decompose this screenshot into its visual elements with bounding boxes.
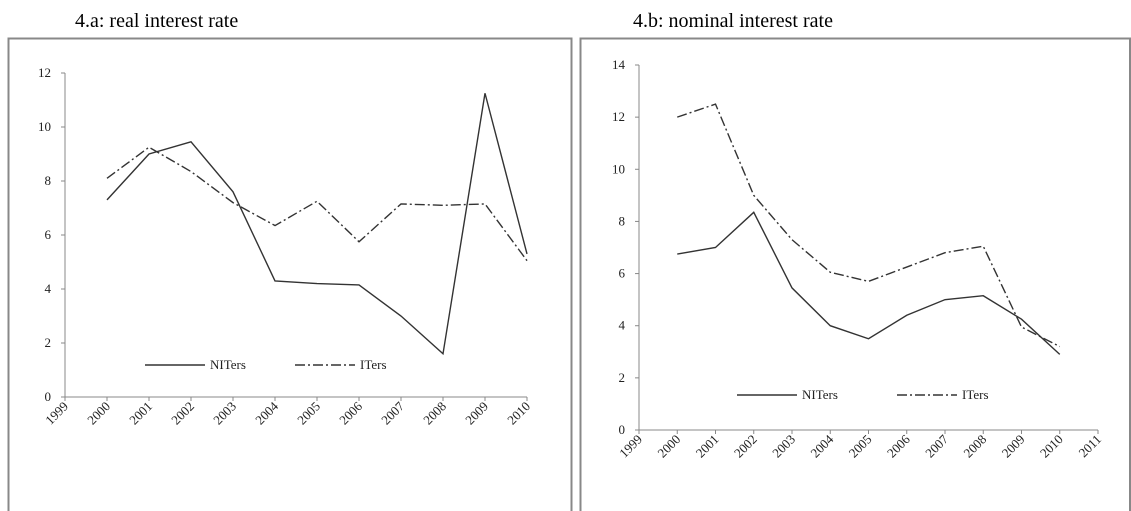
x-tick-label: 2008 — [960, 432, 989, 461]
legend-label: NITers — [802, 387, 838, 402]
x-tick-label: 2010 — [504, 399, 533, 428]
x-tick-label: 2000 — [84, 399, 113, 428]
x-tick-label: 2007 — [922, 431, 951, 460]
y-tick-label: 4 — [45, 281, 52, 296]
y-tick-label: 6 — [619, 266, 626, 281]
y-tick-label: 2 — [45, 335, 52, 350]
x-tick-label: 2007 — [378, 398, 407, 427]
x-tick-label: 2009 — [999, 432, 1028, 461]
y-tick-label: 8 — [619, 213, 626, 228]
x-tick-label: 2002 — [731, 432, 760, 461]
x-tick-label: 2003 — [769, 432, 798, 461]
series-line — [106, 146, 528, 262]
x-tick-label: 2010 — [1037, 432, 1066, 461]
panel-frame — [579, 37, 1131, 511]
x-tick-label: 2011 — [1075, 432, 1104, 461]
y-tick-label: 2 — [619, 370, 626, 385]
y-tick-label: 14 — [612, 57, 626, 72]
x-tick-label: 2005 — [294, 399, 323, 428]
y-tick-label: 10 — [612, 161, 625, 176]
x-tick-label: 2002 — [168, 399, 197, 428]
x-tick-label: 2009 — [462, 399, 491, 428]
x-tick-label: 2003 — [210, 399, 239, 428]
panel-frame — [7, 37, 573, 511]
x-tick-label: 2005 — [846, 432, 875, 461]
x-tick-label: 2006 — [336, 398, 365, 427]
series-line — [677, 211, 1061, 355]
y-tick-label: 10 — [38, 119, 51, 134]
chart-title: 4.b: nominal interest rate — [633, 10, 833, 32]
x-tick-label: 2001 — [693, 432, 722, 461]
legend-label: ITers — [360, 357, 387, 372]
chart-title: 4.a: real interest rate — [75, 10, 238, 32]
y-tick-label: 0 — [619, 422, 626, 437]
x-tick-label: 2004 — [252, 398, 281, 427]
y-tick-label: 12 — [612, 109, 625, 124]
y-tick-label: 6 — [45, 227, 52, 242]
x-tick-label: 2008 — [420, 399, 449, 428]
x-tick-label: 2000 — [654, 432, 683, 461]
legend-label: ITers — [962, 387, 989, 402]
y-tick-label: 0 — [45, 389, 52, 404]
x-tick-label: 2004 — [807, 431, 836, 460]
series-line — [677, 103, 1061, 348]
series-line — [106, 93, 528, 356]
y-tick-label: 8 — [45, 173, 52, 188]
x-tick-label: 2006 — [884, 431, 913, 460]
y-tick-label: 12 — [38, 65, 51, 80]
x-tick-label: 2001 — [126, 399, 155, 428]
y-tick-label: 4 — [619, 318, 626, 333]
legend-label: NITers — [210, 357, 246, 372]
